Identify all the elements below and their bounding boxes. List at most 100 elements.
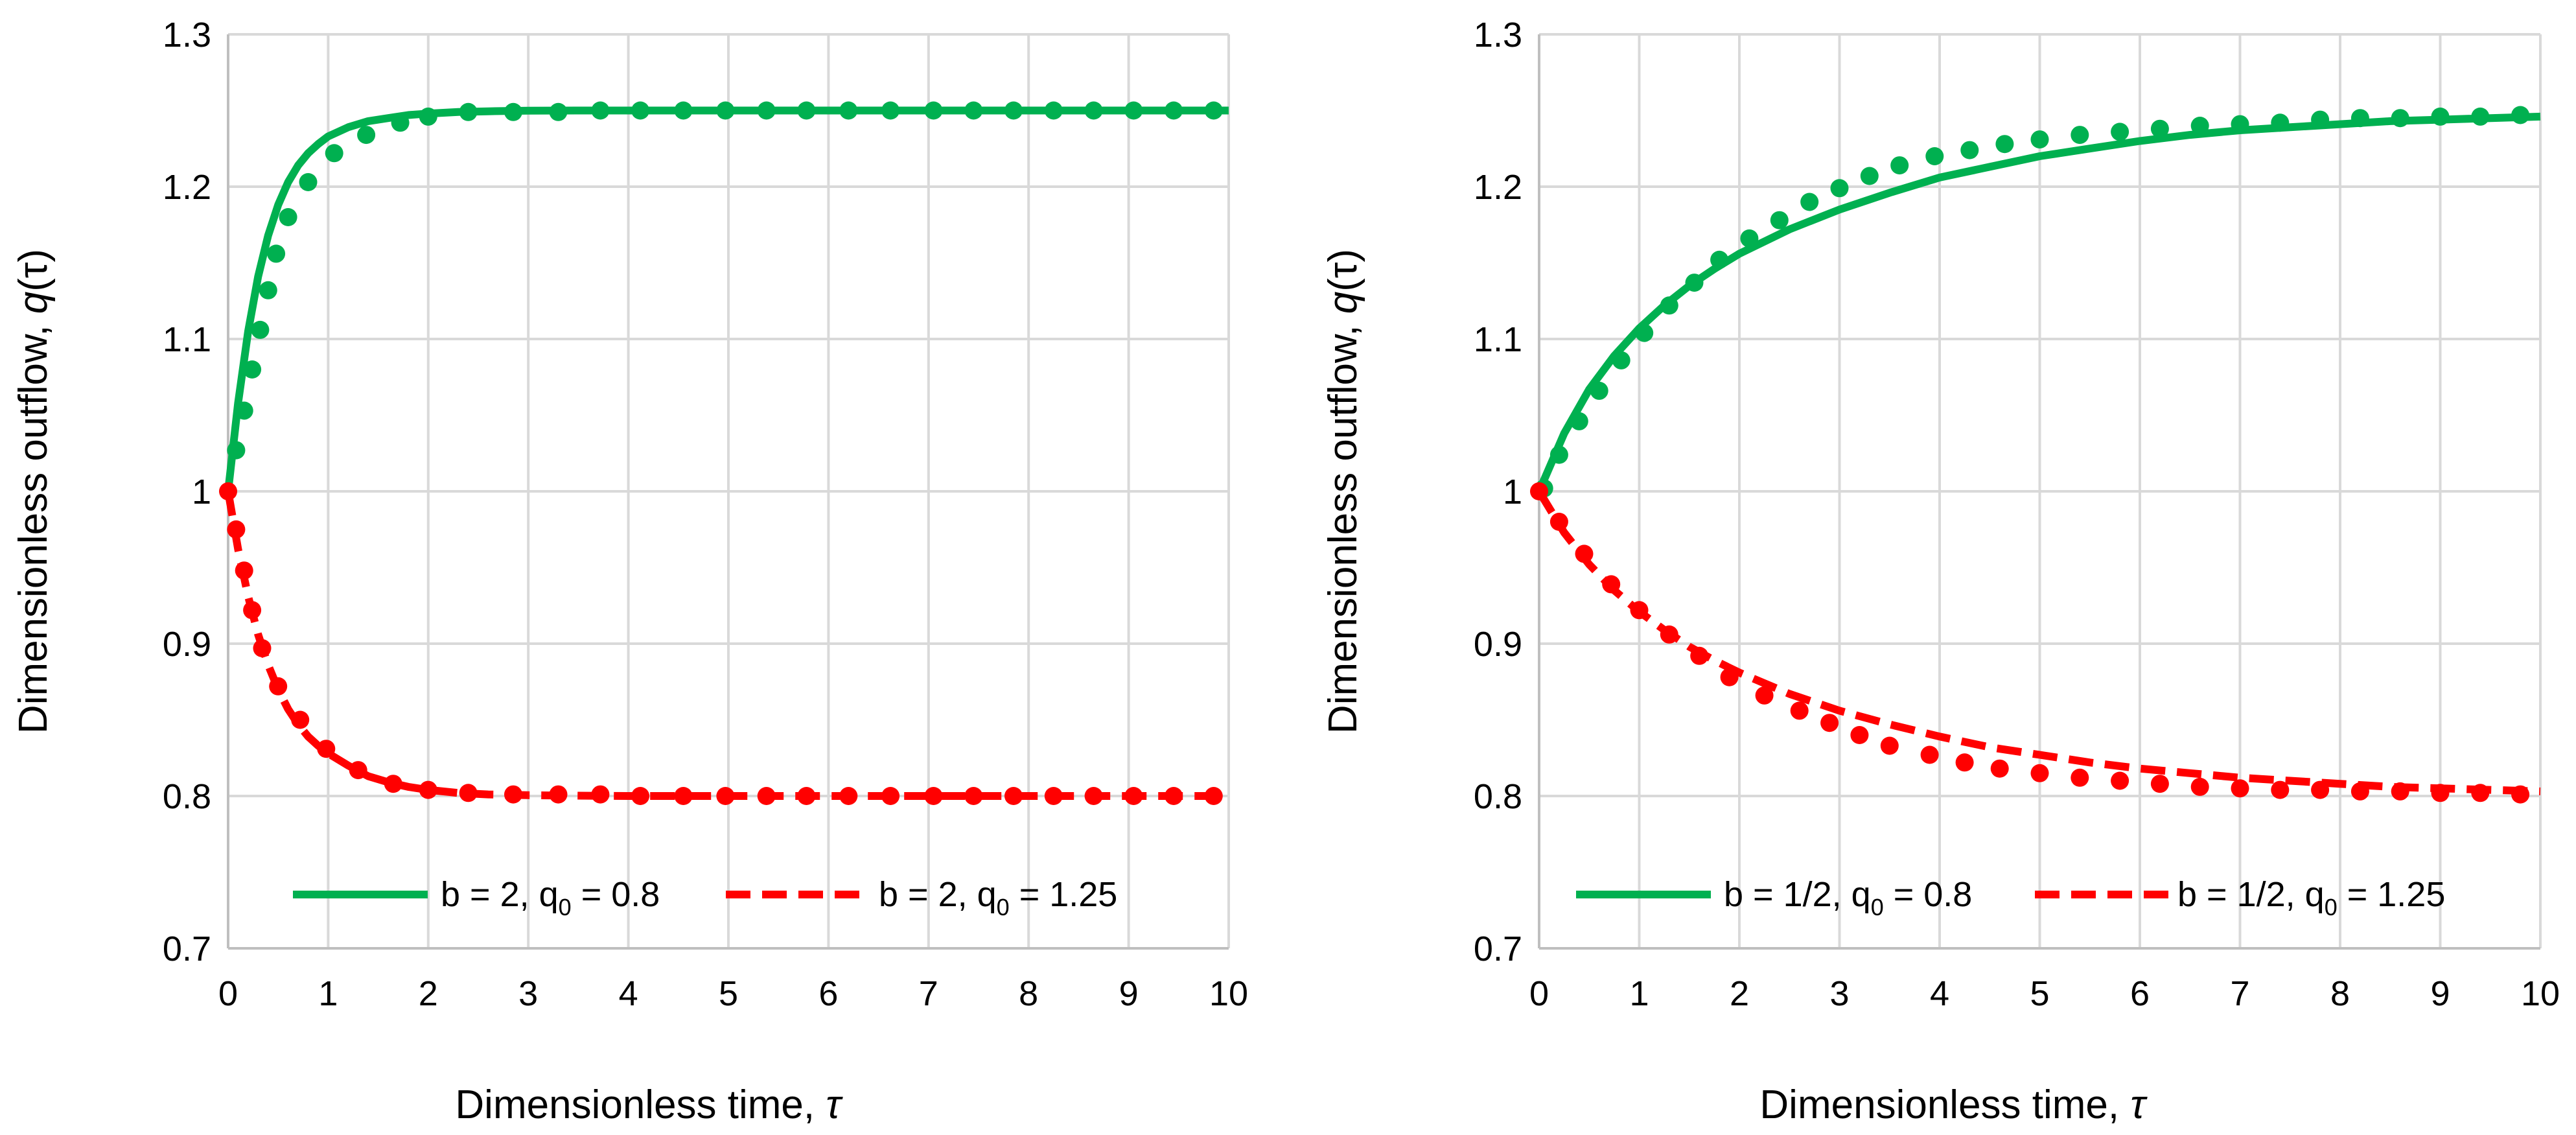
series-1-point <box>839 787 858 805</box>
series-0-point <box>716 101 735 120</box>
y-tick-label: 0.9 <box>163 625 211 664</box>
series-0-point <box>964 101 983 120</box>
series-1-point <box>227 520 246 539</box>
series-0-point <box>1925 147 1944 165</box>
series-1-point <box>1165 787 1183 805</box>
tick-labels-left: 0 1 2 3 4 5 6 7 8 9 10 0.7 0.8 0.9 1 1.1 1.2 1.3 <box>163 16 1248 1013</box>
x-tick-label: 8 <box>2330 974 2350 1013</box>
series-0-point <box>2471 107 2490 126</box>
series-1-point <box>2030 764 2049 782</box>
series-1-point <box>1044 787 1063 805</box>
series-0-point <box>1890 156 1909 175</box>
plot-area-right <box>1530 106 2541 804</box>
series-0-point <box>227 441 246 460</box>
series-0-point <box>797 101 816 120</box>
series-1-point <box>1720 668 1739 686</box>
y-tick-label: 0.7 <box>163 930 211 968</box>
series-0-point <box>1004 101 1023 120</box>
series-1-point <box>1920 745 1939 764</box>
legend-label-series-0: b = 1/2, q0 = 0.8 <box>1724 875 1972 920</box>
series-0-point <box>357 126 376 145</box>
series-1-point <box>243 601 262 620</box>
series-0-point <box>1740 229 1759 248</box>
series-1-point <box>2271 780 2290 799</box>
series-0-point <box>459 102 478 121</box>
x-tick-label: 6 <box>818 974 838 1013</box>
x-tick-label: 4 <box>619 974 638 1013</box>
series-1-point <box>1690 646 1709 665</box>
series-1-point <box>459 784 478 802</box>
legend-label-series-0: b = 2, q0 = 0.8 <box>441 875 660 920</box>
series-0-point <box>1124 101 1143 120</box>
series-1-point <box>1549 513 1568 531</box>
series-0-point <box>881 101 900 120</box>
series-0-point <box>839 101 858 120</box>
series-0-point <box>1685 274 1704 292</box>
x-tick-label: 3 <box>518 974 538 1013</box>
y-tick-label: 1.1 <box>1474 320 1522 359</box>
series-1-point <box>1990 759 2009 778</box>
series-1-point <box>1755 686 1774 705</box>
x-tick-label: 0 <box>218 974 238 1013</box>
series-1-point <box>2190 777 2209 796</box>
series-0-point <box>2350 109 2369 128</box>
x-tick-label: 2 <box>419 974 438 1013</box>
series-1-point <box>504 785 522 804</box>
y-tick-label: 1.2 <box>1474 168 1522 207</box>
series-0-point <box>757 101 776 120</box>
series-1-point <box>349 761 367 780</box>
y-axis-title-left: Dimensionless outflow, q(τ) <box>11 249 56 734</box>
series-1-point <box>1955 753 1974 772</box>
series-0-point <box>1204 101 1223 120</box>
tick-labels-right: 0 1 2 3 4 5 6 7 8 9 10 0.7 0.8 0.9 1 1.1 1.2 1.3 <box>1474 16 2560 1013</box>
series-0-point <box>243 360 262 379</box>
series-1-point <box>964 787 983 805</box>
series-0-point <box>267 244 286 263</box>
series-1-point <box>1084 787 1103 805</box>
series-0-point <box>2271 113 2290 132</box>
series-0-point <box>2311 110 2330 129</box>
series-0-point <box>631 101 650 120</box>
series-0-point <box>2071 126 2089 145</box>
series-1-point <box>2431 784 2450 802</box>
legend-label-series-1: b = 1/2, q0 = 1.25 <box>2177 875 2445 920</box>
series-0-point <box>1660 296 1678 315</box>
series-0-point <box>1770 211 1789 229</box>
series-0-point <box>391 113 410 132</box>
series-line-1 <box>224 490 1229 800</box>
series-0-point <box>549 102 568 121</box>
series-0-point <box>1549 445 1568 464</box>
x-tick-label: 6 <box>2130 974 2150 1013</box>
series-1-point <box>881 787 900 805</box>
series-0-point <box>1044 101 1063 120</box>
legend-right: b = 1/2, q0 = 0.8 b = 1/2, q0 = 1.25 <box>1576 875 2445 920</box>
x-tick-label: 9 <box>2430 974 2450 1013</box>
series-1-point <box>1880 736 1899 755</box>
chart-right: 0 1 2 3 4 5 6 7 8 9 10 0.7 0.8 0.9 1 1.1 1.2 1.3 Dimensio… <box>1321 16 2560 1127</box>
series-1-point <box>1660 625 1678 644</box>
series-0-point <box>1165 101 1183 120</box>
series-0-point <box>924 101 943 120</box>
series-1-point <box>219 482 237 500</box>
series-0-point <box>325 144 343 163</box>
series-0-point <box>1960 141 1979 159</box>
y-tick-label: 1.3 <box>163 16 211 54</box>
series-0-point <box>279 208 297 226</box>
series-1-point <box>317 740 336 758</box>
series-1-point <box>1630 601 1649 620</box>
y-tick-label: 1.1 <box>163 320 211 359</box>
series-0-point <box>1635 323 1654 342</box>
series-1-point <box>1602 575 1621 594</box>
series-1-point <box>924 787 943 805</box>
series-0-point <box>674 101 693 120</box>
y-tick-label: 1 <box>192 473 211 511</box>
series-1-point <box>2111 771 2129 790</box>
x-tick-label: 5 <box>2030 974 2049 1013</box>
chart-left: 0 1 2 3 4 5 6 7 8 9 10 0.7 0.8 0.9 1 1.1 1.2 1.3 Dimensio… <box>11 16 1248 1127</box>
series-0-point <box>299 173 318 191</box>
y-axis-title-right: Dimensionless outflow, q(τ) <box>1321 249 1365 734</box>
x-tick-label: 10 <box>1209 974 1248 1013</box>
series-0-point <box>1570 412 1588 430</box>
plot-area-left <box>219 101 1229 805</box>
